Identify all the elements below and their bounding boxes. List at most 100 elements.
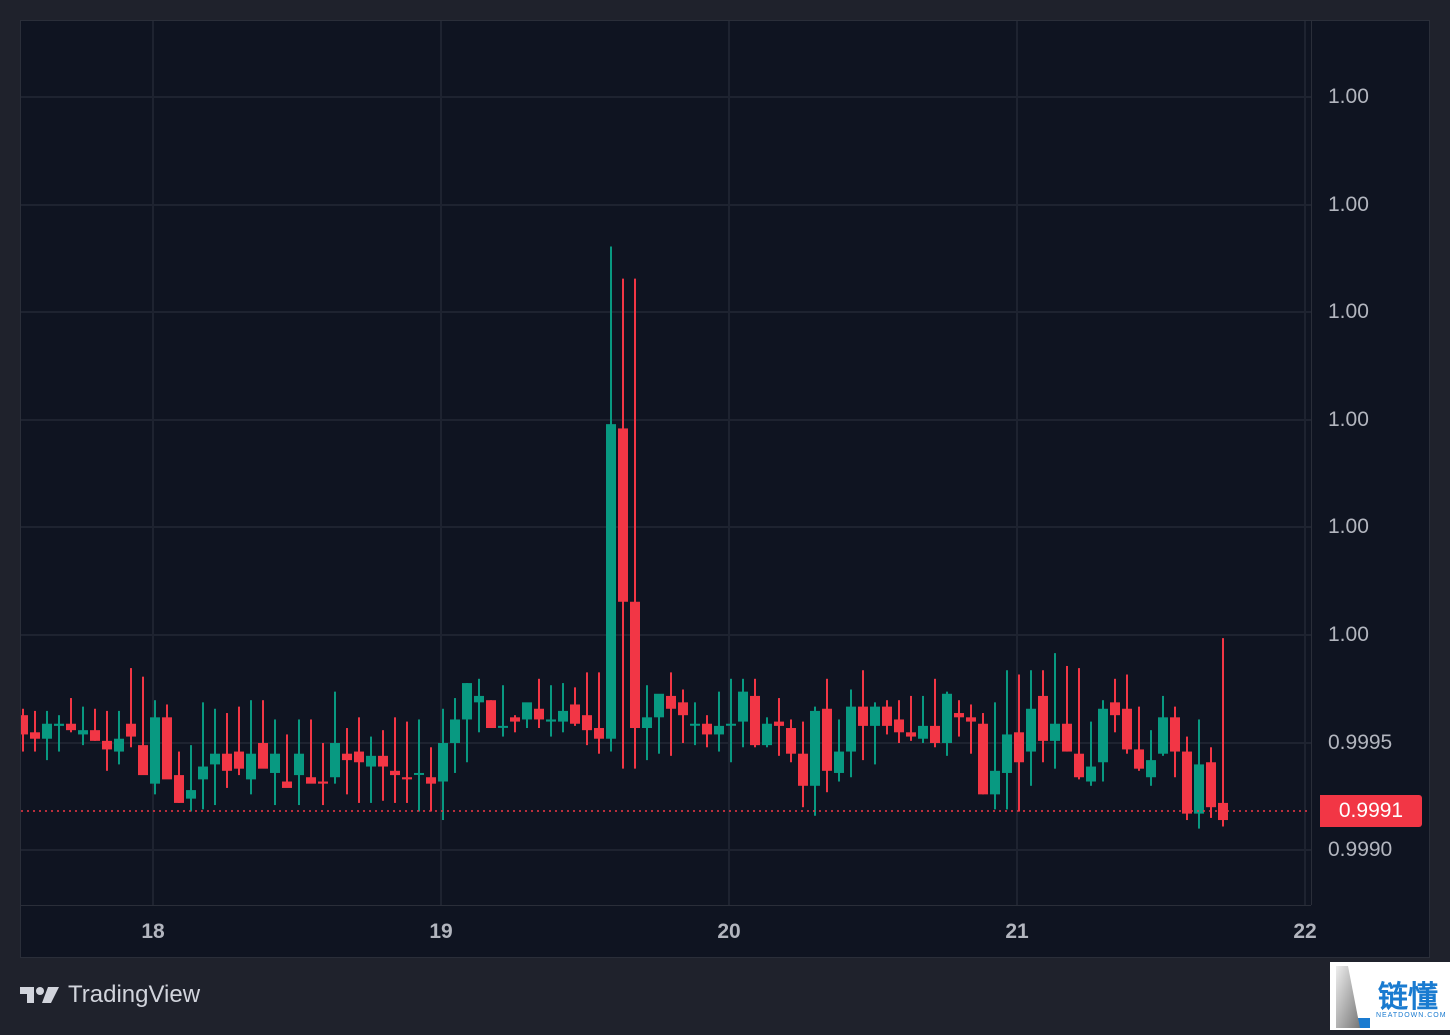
candle[interactable] — [1038, 670, 1048, 763]
candle[interactable] — [750, 678, 760, 748]
candle[interactable] — [546, 685, 556, 737]
candle[interactable] — [366, 736, 376, 803]
candle[interactable] — [21, 708, 28, 752]
candle[interactable] — [1086, 721, 1096, 786]
time-axis[interactable]: 18 19 20 21 22 — [21, 905, 1317, 958]
candle[interactable] — [138, 676, 148, 776]
candle[interactable] — [402, 721, 412, 803]
candle[interactable] — [1110, 678, 1120, 733]
candle[interactable] — [174, 751, 184, 803]
candle[interactable] — [1158, 695, 1168, 756]
candle[interactable] — [150, 700, 160, 795]
candle[interactable] — [882, 700, 892, 735]
candle[interactable] — [1014, 674, 1024, 812]
candle[interactable] — [990, 702, 1000, 810]
candle[interactable] — [846, 689, 856, 778]
candle[interactable] — [114, 710, 124, 765]
candle[interactable] — [870, 702, 880, 765]
candle[interactable] — [906, 695, 916, 741]
candle[interactable] — [342, 728, 352, 795]
candle[interactable] — [1206, 747, 1216, 818]
candle[interactable] — [894, 700, 904, 743]
candle[interactable] — [702, 715, 712, 748]
candle[interactable] — [666, 672, 676, 756]
candle[interactable] — [438, 708, 448, 821]
candle[interactable] — [726, 678, 736, 763]
candle[interactable] — [270, 719, 280, 806]
candle[interactable] — [462, 683, 472, 763]
candle[interactable] — [786, 719, 796, 763]
candle[interactable] — [126, 668, 136, 748]
candle[interactable] — [474, 678, 484, 733]
candle[interactable] — [822, 678, 832, 793]
candle[interactable] — [654, 693, 664, 754]
candle[interactable] — [66, 698, 76, 733]
candle[interactable] — [774, 698, 784, 756]
candle[interactable] — [414, 719, 424, 812]
chart-plot-area[interactable] — [21, 21, 1311, 905]
tradingview-logo[interactable]: TradingView — [20, 981, 200, 1009]
candle[interactable] — [594, 672, 604, 754]
candle[interactable] — [234, 706, 244, 776]
candle[interactable] — [258, 700, 268, 769]
candle[interactable] — [1050, 653, 1060, 769]
candle[interactable] — [630, 278, 640, 769]
candle[interactable] — [834, 719, 844, 782]
candle[interactable] — [690, 702, 700, 746]
candle[interactable] — [942, 691, 952, 756]
candle[interactable] — [1002, 670, 1012, 810]
candle[interactable] — [618, 278, 628, 769]
candle[interactable] — [978, 713, 988, 795]
candle[interactable] — [606, 246, 616, 752]
candle[interactable] — [558, 683, 568, 733]
candle[interactable] — [378, 730, 388, 801]
candle[interactable] — [570, 687, 580, 726]
candle[interactable] — [90, 708, 100, 741]
candle[interactable] — [738, 678, 748, 748]
candle[interactable] — [1194, 719, 1204, 829]
candle[interactable] — [642, 685, 652, 761]
candle[interactable] — [330, 691, 340, 784]
candle[interactable] — [678, 689, 688, 744]
candle[interactable] — [1122, 674, 1132, 754]
candle[interactable] — [522, 702, 532, 729]
candle[interactable] — [1146, 730, 1156, 786]
candle[interactable] — [450, 698, 460, 773]
candle[interactable] — [798, 721, 808, 808]
candle[interactable] — [1098, 700, 1108, 782]
candle[interactable] — [426, 747, 436, 812]
candle[interactable] — [282, 734, 292, 788]
candle[interactable] — [186, 745, 196, 812]
candle[interactable] — [1074, 668, 1084, 780]
candle[interactable] — [1026, 670, 1036, 786]
candle[interactable] — [498, 685, 508, 737]
candle[interactable] — [582, 672, 592, 746]
candle[interactable] — [1218, 638, 1228, 827]
candle[interactable] — [966, 704, 976, 754]
candle[interactable] — [810, 706, 820, 816]
candle[interactable] — [294, 719, 304, 806]
candle[interactable] — [78, 706, 88, 746]
candle[interactable] — [1170, 706, 1180, 778]
candle[interactable] — [222, 713, 232, 788]
candle[interactable] — [918, 695, 928, 743]
candle[interactable] — [306, 719, 316, 784]
candle[interactable] — [390, 717, 400, 803]
price-axis[interactable]: 1.00 1.00 1.00 1.00 1.00 1.00 0.9995 0.9990 0.99… — [1311, 21, 1430, 905]
candle[interactable] — [102, 710, 112, 771]
candle[interactable] — [210, 708, 220, 806]
candle[interactable] — [714, 691, 724, 752]
candle[interactable] — [198, 702, 208, 810]
candle[interactable] — [54, 715, 64, 752]
candle[interactable] — [318, 743, 328, 806]
candle[interactable] — [486, 700, 496, 729]
candle[interactable] — [930, 678, 940, 748]
candle[interactable] — [858, 670, 868, 761]
candle[interactable] — [762, 717, 772, 748]
candle[interactable] — [354, 717, 364, 803]
candle[interactable] — [162, 704, 172, 780]
candle[interactable] — [246, 700, 256, 795]
candle[interactable] — [1182, 736, 1192, 821]
candle[interactable] — [42, 710, 52, 761]
candle[interactable] — [534, 678, 544, 729]
